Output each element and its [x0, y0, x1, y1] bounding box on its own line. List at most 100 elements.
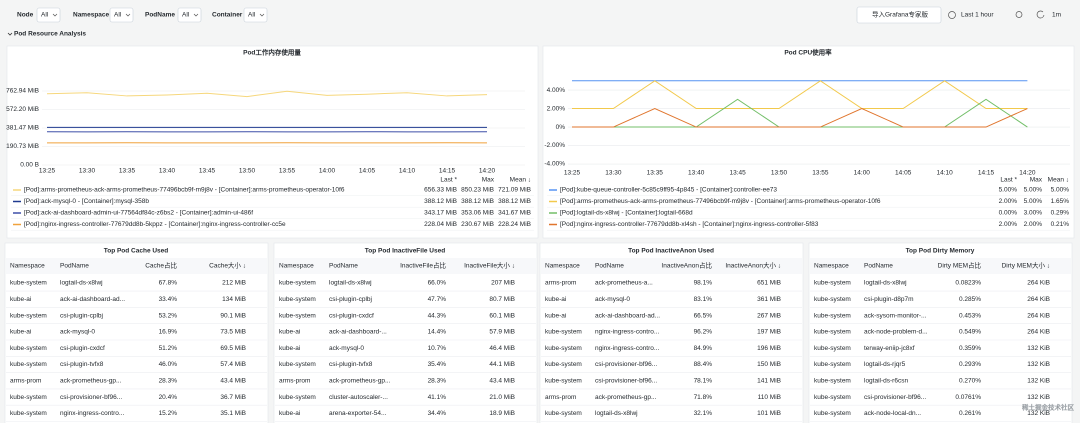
- x-tick-label: 14:05: [895, 170, 912, 177]
- table-cell: csi-plugin-tvfx8: [60, 361, 104, 368]
- table-cell: 132 KiB: [1027, 410, 1050, 417]
- column-header[interactable]: PodName: [864, 263, 893, 270]
- table-cell: kube-system: [10, 312, 47, 319]
- legend-value: 721.09 MiB: [498, 187, 531, 194]
- column-header[interactable]: PodName: [60, 263, 89, 270]
- legend-header[interactable]: Max: [1030, 177, 1043, 184]
- table-cell: 44.1 MiB: [489, 361, 515, 368]
- x-tick-label: 13:25: [39, 168, 56, 175]
- table-cell: csi-provisioner-bf96...: [595, 361, 657, 368]
- panel-title: Pod CPU使用率: [784, 48, 832, 57]
- table-cell: 212 MiB: [222, 280, 246, 287]
- table-cell: ack-node-problem-d...: [864, 329, 928, 336]
- chevron: [193, 13, 199, 17]
- table-cell: kube-system: [545, 378, 582, 385]
- column-header[interactable]: Namespace: [814, 263, 849, 270]
- table-cell: 132 KiB: [1027, 394, 1050, 401]
- table-cell: nginx-ingress-contro...: [595, 345, 659, 352]
- filter-dropdown[interactable]: [177, 7, 202, 23]
- column-header[interactable]: Dirty MEM占比: [938, 261, 982, 270]
- chevron: [52, 13, 58, 17]
- filter-label: PodName: [145, 12, 175, 19]
- y-tick-label: 4.00%: [547, 87, 566, 94]
- table-cell: arms-prom: [10, 378, 41, 385]
- filter-label: Node: [17, 12, 34, 19]
- series-line: [572, 80, 1028, 110]
- table-cell: csi-plugin-cxdcf: [329, 312, 374, 319]
- x-tick-label: 13:50: [771, 170, 788, 177]
- filter-label: Namespace: [73, 12, 110, 19]
- table-cell: kube-system: [279, 312, 316, 319]
- column-header[interactable]: Cache占比: [145, 261, 177, 270]
- column-header[interactable]: Cache大小 ↓: [209, 261, 246, 270]
- table-cell: kube-system: [814, 296, 851, 303]
- table-cell: 132 KiB: [1027, 345, 1050, 352]
- legend-header[interactable]: Max: [482, 177, 495, 184]
- column-header[interactable]: InactiveAnon占比: [661, 261, 712, 270]
- column-header[interactable]: Namespace: [279, 263, 314, 270]
- table-cell: 651 MiB: [757, 280, 781, 287]
- legend-value: 343.17 MiB: [424, 210, 457, 217]
- legend-name: [Pod]:logtail-ds-x8lwj - [Container]:log…: [560, 210, 693, 217]
- table-cell: 134 MiB: [222, 296, 246, 303]
- import-button[interactable]: [856, 6, 942, 24]
- legend-value: 5.00%: [1051, 187, 1070, 194]
- table-title: Top Pod Cache Used: [104, 248, 169, 255]
- table-cell: ack-ai-dashboard-ad...: [60, 296, 125, 303]
- legend-value: 0.29%: [1051, 210, 1070, 217]
- table-cell: ack-prometheus-gp...: [329, 378, 391, 385]
- table-cell: 33.4%: [159, 296, 178, 303]
- filter-label: Container: [212, 12, 243, 19]
- table-cell: 73.5 MiB: [220, 329, 246, 336]
- column-header[interactable]: Namespace: [10, 263, 45, 270]
- table-cell: 15.2%: [159, 410, 178, 417]
- table-cell: ack-sysom-monitor-...: [864, 312, 927, 319]
- column-header[interactable]: InactiveFile大小 ↓: [464, 261, 515, 270]
- table-cell: 18.9 MiB: [489, 410, 515, 417]
- x-tick-label: 13:50: [239, 168, 256, 175]
- x-tick-label: 14:20: [479, 168, 496, 175]
- table-cell: cluster-autoscaler-...: [329, 394, 388, 401]
- column-header[interactable]: Namespace: [545, 263, 580, 270]
- y-tick-label: 381.47 MiB: [6, 125, 39, 132]
- refresh-icon[interactable]: [1036, 10, 1045, 19]
- row-chevron[interactable]: [7, 32, 13, 36]
- table-cell: 78.1%: [694, 378, 713, 385]
- legend-value: 656.33 MiB: [424, 187, 457, 194]
- table-cell: 90.1 MiB: [220, 312, 246, 319]
- chevron: [125, 13, 131, 17]
- table-cell: 28.3%: [428, 378, 447, 385]
- table-cell: kube-system: [545, 361, 582, 368]
- table-cell: ack-ai-dashboard-...: [329, 329, 387, 336]
- column-header[interactable]: PodName: [595, 263, 624, 270]
- filter-dropdown[interactable]: [109, 7, 134, 23]
- clock-icon: [948, 11, 956, 19]
- table-cell: 80.7 MiB: [489, 296, 515, 303]
- column-header[interactable]: PodName: [329, 263, 358, 270]
- legend-header[interactable]: Mean ↓: [1048, 177, 1069, 184]
- legend-header[interactable]: Last *: [440, 177, 457, 184]
- table-cell: logtail-ds-x8lwj: [329, 280, 372, 287]
- table-cell: 34.4%: [428, 410, 447, 417]
- table-cell: ack-prometheus-gp...: [595, 394, 657, 401]
- table-cell: 264 KiB: [1027, 329, 1050, 336]
- column-header[interactable]: Dirty MEM大小 ↓: [1002, 261, 1050, 270]
- filter-dropdown[interactable]: [243, 7, 268, 23]
- table-cell: 47.7%: [428, 296, 447, 303]
- table-cell: 98.1%: [694, 280, 713, 287]
- table-cell: 264 KiB: [1027, 312, 1050, 319]
- table-title: Top Pod InactiveFile Used: [365, 248, 445, 255]
- table-cell: 0.0761%: [955, 394, 981, 401]
- table-cell: 83.1%: [694, 296, 713, 303]
- legend-header[interactable]: Last *: [1000, 177, 1017, 184]
- filter-dropdown[interactable]: [36, 7, 61, 23]
- column-header[interactable]: InactiveFile占比: [400, 261, 446, 270]
- table-cell: kube-ai: [10, 296, 31, 303]
- zoom-icon[interactable]: [1015, 11, 1023, 18]
- table-cell: 32.1%: [694, 410, 713, 417]
- table-cell: 57.9 MiB: [489, 329, 515, 336]
- legend-value: 3.00%: [1024, 210, 1043, 217]
- column-header[interactable]: InactiveAnon大小 ↓: [725, 261, 781, 270]
- legend-header[interactable]: Mean ↓: [510, 177, 531, 184]
